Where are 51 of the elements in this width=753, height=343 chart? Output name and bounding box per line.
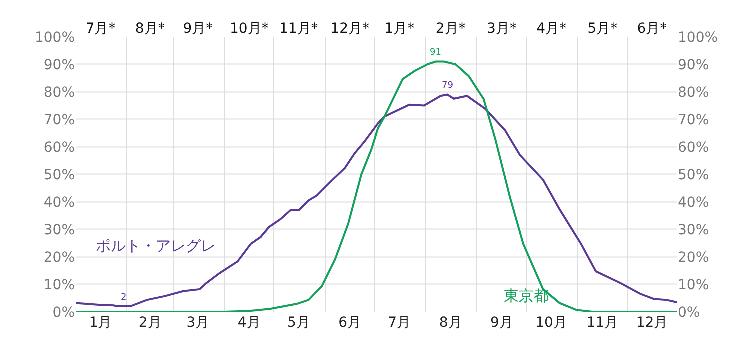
x2-tick-label: 2月* [436, 21, 466, 38]
y-tick-label: 60% [44, 140, 75, 156]
y2-tick-label: 20% [678, 250, 710, 266]
x-tick-label: 6月 [338, 315, 362, 331]
y2-tick-label: 40% [678, 194, 710, 211]
x2-tick-label: 8月* [135, 21, 166, 38]
y-tick-label: 50% [44, 167, 75, 184]
y2-tick-label: 50% [678, 167, 710, 184]
annotation: 79 [442, 81, 454, 91]
x-tick-label: 2月 [138, 315, 162, 331]
x-tick-label: 10月 [536, 315, 568, 331]
series-label: ポルト・アレグレ [96, 237, 216, 255]
series-label: 東京都 [504, 287, 549, 305]
x2-tick-label: 5月* [588, 21, 618, 38]
y2-tick-label: 60% [678, 140, 710, 156]
x2-tick-label: 1月* [384, 21, 415, 38]
y2-tick-label: 70% [678, 112, 710, 128]
y-tick-label: 30% [44, 222, 75, 238]
x2-tick-label: 6月* [637, 21, 668, 38]
x-tick-label: 12月 [636, 315, 668, 331]
x2-tick-label: 7月* [86, 21, 116, 38]
annotation: 91 [430, 48, 442, 58]
y-tick-label: 40% [44, 194, 75, 211]
x-tick-label: 1月 [89, 315, 112, 331]
y2-tick-label: 80% [678, 84, 710, 101]
x2-tick-label: 3月* [487, 21, 517, 38]
x-tick-label: 5月 [287, 315, 310, 331]
x-tick-label: 7月 [388, 315, 412, 331]
y2-tick-label: 0% [678, 304, 700, 321]
x-tick-label: 9月 [490, 315, 514, 331]
annotation: 2 [121, 293, 127, 303]
y-tick-label: 20% [44, 250, 75, 266]
x2-tick-label: 12月* [330, 21, 370, 38]
y-tick-label: 0% [52, 304, 75, 321]
y2-tick-label: 100% [678, 30, 718, 46]
x-tick-label: 8月 [439, 315, 462, 331]
x-tick-label: 11月 [586, 315, 619, 331]
x2-tick-label: 9月* [183, 21, 214, 38]
x2-tick-label: 11月* [279, 21, 318, 38]
y-tick-label: 10% [44, 277, 75, 294]
x-tick-label: 4月 [238, 315, 261, 331]
y2-tick-label: 90% [678, 57, 710, 74]
y2-tick-label: 30% [678, 222, 710, 238]
y2-tick-label: 10% [678, 277, 710, 294]
x2-tick-label: 10月* [230, 21, 269, 38]
x-tick-label: 3月 [186, 315, 210, 331]
y-tick-label: 100% [34, 30, 75, 46]
x2-tick-label: 4月* [536, 21, 566, 38]
y-tick-label: 90% [44, 57, 75, 74]
y-tick-label: 80% [44, 84, 75, 101]
y-tick-label: 70% [44, 112, 75, 128]
